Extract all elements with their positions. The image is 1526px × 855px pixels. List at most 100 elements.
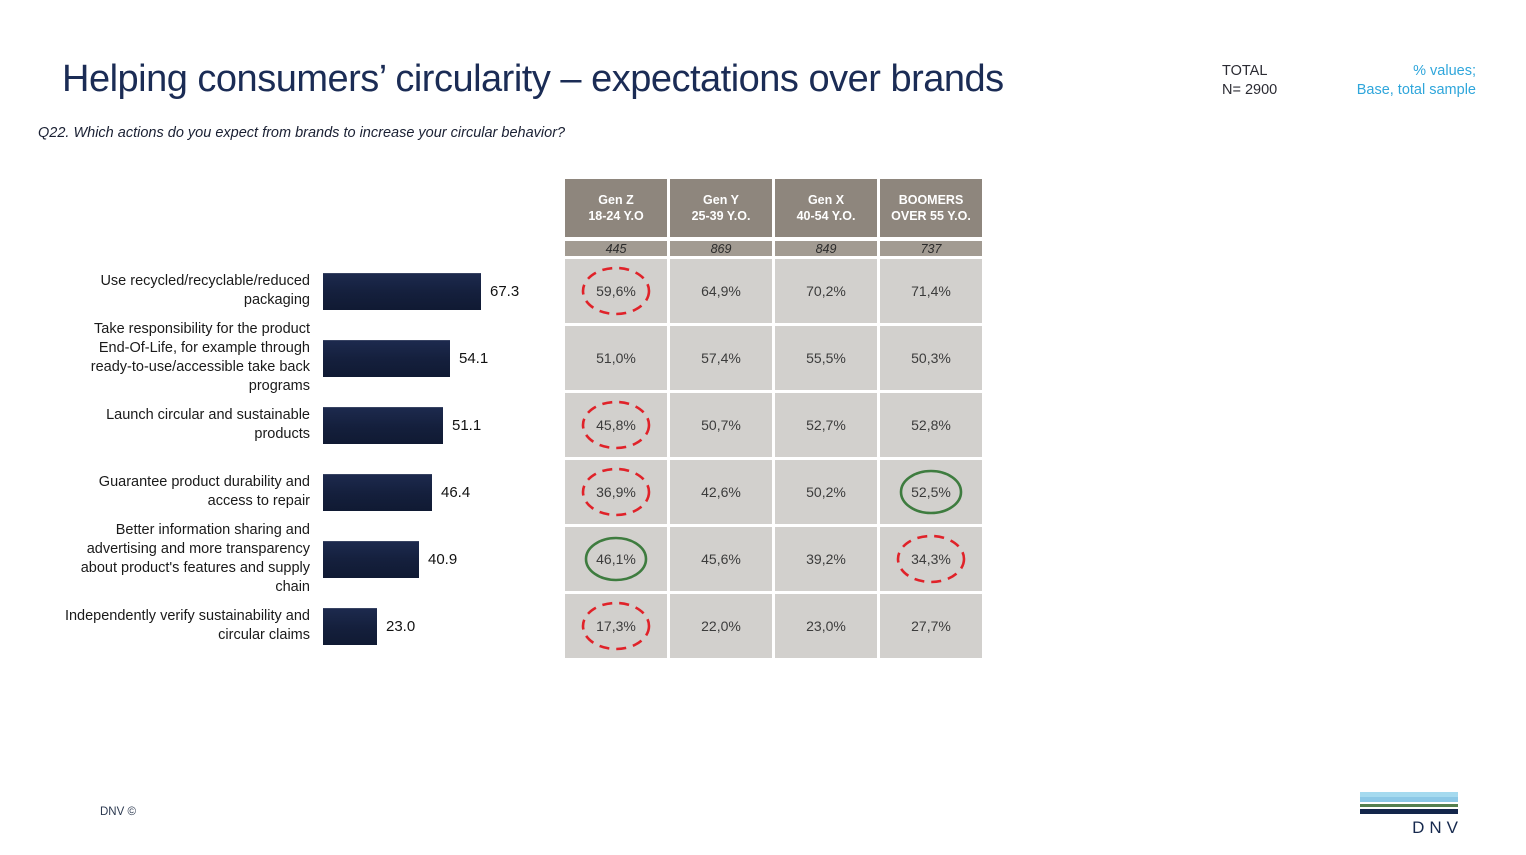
total-sample-label: TOTAL N= 2900 — [1222, 63, 1278, 98]
table-cell: 52,8% — [880, 393, 982, 457]
chart-row: Launch circular and sustainable products… — [30, 393, 570, 457]
table-row: 45,8% 50,7% 52,7% 52,8% — [565, 393, 982, 457]
chart-row: Guarantee product durability and access … — [30, 460, 570, 524]
generation-age-range: 25-39 Y.O. — [691, 209, 751, 223]
logo-stripe-lightblue — [1360, 792, 1458, 797]
table-body: 59,6% 64,9% 70,2% 71,4% 51,0% 57,4% 55,5% 50,3%… — [565, 259, 982, 658]
table-value: 45,6% — [701, 551, 741, 567]
table-value: 71,4% — [911, 283, 951, 299]
sample-size-cell: 445 — [565, 241, 667, 256]
bar — [323, 473, 432, 511]
table-value: 57,4% — [701, 350, 741, 366]
table-sample-size-row: 445 869 849 737 — [565, 241, 982, 256]
table-cell: 70,2% — [775, 259, 877, 323]
base-note-label: % values; Base, total sample — [1356, 63, 1476, 98]
table-cell: 22,0% — [670, 594, 772, 658]
bar-value-label: 23.0 — [386, 617, 416, 635]
table-cell: 45,6% — [670, 527, 772, 591]
bar-value-label: 67.3 — [490, 282, 520, 300]
chart-row: Better information sharing and advertisi… — [30, 522, 570, 595]
bar — [323, 607, 377, 645]
generation-name: Gen Z — [598, 193, 634, 207]
table-value: 51,0% — [596, 350, 636, 366]
bar-value-label: 51.1 — [452, 416, 482, 434]
generation-name: Gen Y — [703, 193, 739, 207]
table-cell: 42,6% — [670, 460, 772, 524]
table-value: 22,0% — [701, 618, 741, 634]
bar-value-label: 40.9 — [428, 550, 458, 568]
bar-category-label: Take responsibility for the product End-… — [90, 321, 310, 394]
table-cell: 50,7% — [670, 393, 772, 457]
table-value: 59,6% — [596, 283, 636, 299]
bar — [323, 272, 481, 310]
table-value: 64,9% — [701, 283, 741, 299]
table-header-cell: Gen X 40-54 Y.O. — [775, 179, 877, 237]
table-cell: 51,0% — [565, 326, 667, 390]
bar-category-label: Better information sharing and advertisi… — [80, 522, 310, 595]
table-cell: 57,4% — [670, 326, 772, 390]
generation-name: Gen X — [807, 193, 845, 207]
table-value: 70,2% — [806, 283, 846, 299]
table-header-cell: Gen Y 25-39 Y.O. — [670, 179, 772, 237]
table-cell: 50,3% — [880, 326, 982, 390]
table-value: 55,5% — [806, 350, 846, 366]
table-cell: 39,2% — [775, 527, 877, 591]
generation-name: BOOMERS — [898, 193, 964, 207]
table-value: 34,3% — [911, 551, 951, 567]
table-value: 50,7% — [701, 417, 741, 433]
table-cell: 45,8% — [565, 393, 667, 457]
table-value: 50,2% — [806, 484, 846, 500]
table-row: 36,9% 42,6% 50,2% 52,5% — [565, 460, 982, 524]
sample-size-cell: 869 — [670, 241, 772, 256]
chart-row: Take responsibility for the product End-… — [30, 321, 570, 394]
table-cell: 27,7% — [880, 594, 982, 658]
table-value: 17,3% — [596, 618, 636, 634]
table-value: 52,8% — [911, 417, 951, 433]
table-value: 46,1% — [596, 551, 636, 567]
slide-title: Helping consumers’ circularity – expecta… — [62, 58, 1004, 100]
table-value: 42,6% — [701, 484, 741, 500]
table-header-cell: BOOMERS OVER 55 Y.O. — [880, 179, 982, 237]
bar — [323, 540, 419, 578]
table-cell: 55,5% — [775, 326, 877, 390]
dnv-logo: DNV — [1360, 792, 1458, 838]
sample-size-cell: 849 — [775, 241, 877, 256]
table-cell: 50,2% — [775, 460, 877, 524]
sample-size-cell: 737 — [880, 241, 982, 256]
logo-stripe-navy — [1360, 809, 1458, 814]
bar-category-label: Guarantee product durability and access … — [98, 474, 310, 509]
logo-stripe-blue — [1360, 797, 1458, 802]
table-row: 51,0% 57,4% 55,5% 50,3% — [565, 326, 982, 390]
bar-value-label: 54.1 — [459, 349, 489, 367]
generation-age-range: 18-24 Y.O — [588, 209, 644, 223]
generation-age-range: 40-54 Y.O. — [796, 209, 856, 223]
table-value: 52,5% — [911, 484, 951, 500]
table-value: 39,2% — [806, 551, 846, 567]
copyright-label: DNV © — [100, 806, 136, 818]
bar — [323, 339, 450, 377]
table-header-row: Gen Z 18-24 Y.O Gen Y 25-39 Y.O. Gen X 40-54 … — [565, 179, 982, 237]
bar-value-label: 46.4 — [441, 483, 471, 501]
table-cell: 71,4% — [880, 259, 982, 323]
table-cell: 34,3% — [880, 527, 982, 591]
generation-age-range: OVER 55 Y.O. — [891, 209, 971, 223]
table-value: 36,9% — [596, 484, 636, 500]
table-value: 23,0% — [806, 618, 846, 634]
chart-row: Independently verify sustainability and … — [30, 594, 570, 658]
bar-category-label: Launch circular and sustainable products — [106, 407, 310, 442]
table-cell: 46,1% — [565, 527, 667, 591]
bar-category-label: Independently verify sustainability and … — [64, 608, 310, 643]
bar — [323, 406, 443, 444]
table-row: 17,3% 22,0% 23,0% 27,7% — [565, 594, 982, 658]
survey-question: Q22. Which actions do you expect from br… — [38, 125, 566, 141]
generation-table: Gen Z 18-24 Y.O Gen Y 25-39 Y.O. Gen X 40-54 … — [565, 179, 982, 658]
table-value: 50,3% — [911, 350, 951, 366]
table-value: 52,7% — [806, 417, 846, 433]
table-cell: 64,9% — [670, 259, 772, 323]
table-cell: 23,0% — [775, 594, 877, 658]
table-cell: 59,6% — [565, 259, 667, 323]
table-header-cell: Gen Z 18-24 Y.O — [565, 179, 667, 237]
bar-category-label: Use recycled/recyclable/reduced packagin… — [100, 273, 310, 308]
table-value: 45,8% — [596, 417, 636, 433]
